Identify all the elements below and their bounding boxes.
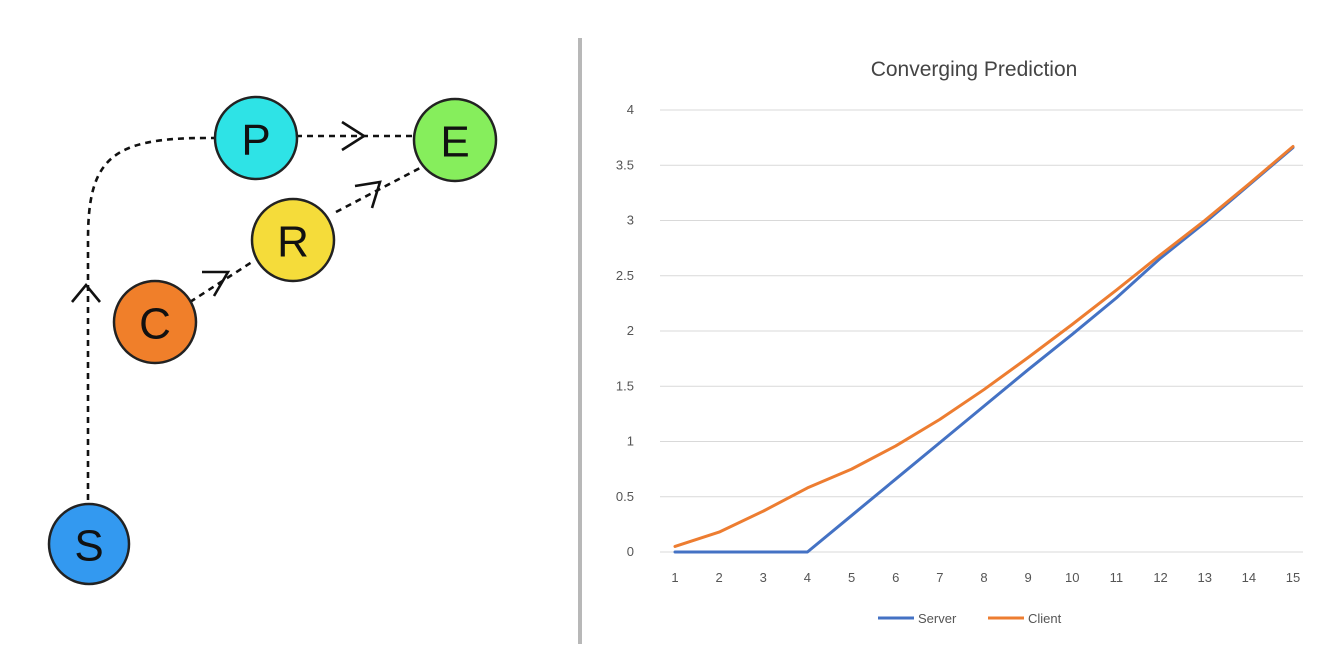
- line-chart-svg: Converging Prediction 00.511.522.533.54 …: [616, 58, 1303, 626]
- node-c-circle: [112, 279, 198, 365]
- x-tick-label: 3: [760, 570, 767, 585]
- flow-diagram-svg: S C R P E: [47, 95, 498, 586]
- x-tick-label: 5: [848, 570, 855, 585]
- node-s: S: [47, 502, 131, 586]
- node-e: E: [412, 97, 498, 183]
- y-tick-label: 3.5: [616, 157, 634, 172]
- panel-divider: [578, 38, 582, 644]
- x-tick-label: 9: [1025, 570, 1032, 585]
- node-s-label: S: [74, 522, 103, 571]
- line-chart: Converging Prediction 0 0.5 1 1.5 2 2.5 3 3.5 4 …: [582, 0, 1344, 644]
- arrow-p-to-e: [341, 120, 367, 152]
- y-tick-label: 2: [627, 323, 634, 338]
- x-tick-label: 13: [1197, 570, 1211, 585]
- node-r-circle: [250, 197, 336, 283]
- y-tick-label: 4: [627, 102, 634, 117]
- x-tick-label: 15: [1286, 570, 1300, 585]
- series-lines: [673, 144, 1295, 554]
- x-tick-label: 4: [804, 570, 811, 585]
- node-e-label: E: [440, 118, 469, 167]
- arrow-s-to-p: [70, 282, 102, 303]
- edge-s-to-p: [86, 136, 215, 500]
- x-tick-label: 2: [716, 570, 723, 585]
- legend: Server Client: [878, 611, 1062, 626]
- node-p-circle: [213, 95, 299, 181]
- x-tick-label: 14: [1242, 570, 1256, 585]
- x-tick-label: 1: [671, 570, 678, 585]
- y-tick-label: 1.5: [616, 378, 634, 393]
- node-p-label: P: [241, 116, 270, 165]
- node-s-circle: [47, 502, 131, 586]
- x-tick-label: 12: [1153, 570, 1167, 585]
- node-c-label: C: [139, 300, 171, 349]
- y-tick-label: 0: [627, 544, 634, 559]
- arrow-r-to-e: [354, 180, 382, 209]
- node-e-circle: [412, 97, 498, 183]
- node-r-label: R: [277, 218, 309, 267]
- y-tick-label: 0.5: [616, 489, 634, 504]
- y-tick-label: 3: [627, 213, 634, 228]
- x-tick-label: 8: [980, 570, 987, 585]
- gridlines: [660, 109, 1303, 553]
- x-tick-label: 6: [892, 570, 899, 585]
- legend-label-client: Client: [1028, 611, 1062, 626]
- y-tick-label: 2.5: [616, 268, 634, 283]
- x-tick-label: 10: [1065, 570, 1079, 585]
- node-p: P: [213, 95, 299, 181]
- x-tick-label: 11: [1110, 570, 1124, 585]
- arrow-c-to-r: [202, 270, 231, 297]
- node-r: R: [250, 197, 336, 283]
- x-tick-label: 7: [936, 570, 943, 585]
- flow-diagram: S C R P E: [0, 0, 578, 644]
- series-line-server: [673, 146, 1295, 554]
- series-line-client: [673, 144, 1295, 548]
- chart-title: Converging Prediction: [871, 58, 1078, 81]
- node-c: C: [112, 279, 198, 365]
- legend-label-server: Server: [918, 611, 957, 626]
- y-tick-label: 1: [627, 434, 634, 449]
- x-axis-ticks: 1 2 3 4 5 6 7 8 9 10 11 12 13 14 15: [671, 570, 1300, 585]
- y-axis-ticks: 0 0.5 1 1.5 2 2.5 3 3.5 4: [616, 102, 634, 559]
